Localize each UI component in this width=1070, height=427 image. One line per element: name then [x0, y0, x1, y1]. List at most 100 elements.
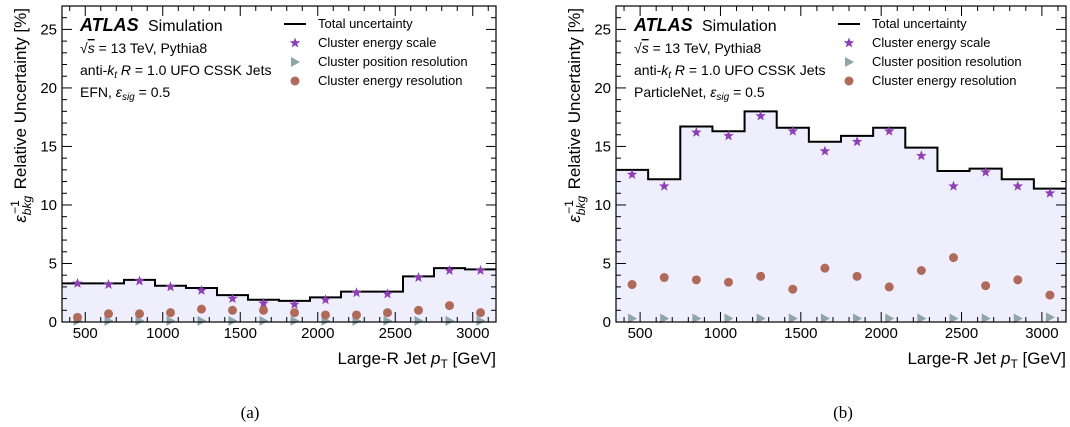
cluster-energy-scale-point — [382, 288, 393, 299]
legend-label: Cluster energy scale — [318, 35, 437, 50]
info-line-jets: anti-kt R = 1.0 UFO CSSK Jets — [80, 62, 271, 81]
x-axis-title: Large-R Jet pT [GeV] — [337, 349, 496, 371]
info-part: R — [671, 62, 685, 78]
panel-b-chart: 500 1000 1500 2000 2500 3000 0 5 10 15 20 25 Large-R… — [562, 5, 1067, 422]
cluster-energy-resolution-point — [166, 308, 175, 318]
cluster-position-resolution-point — [1045, 312, 1055, 323]
info-part: = 0.5 — [729, 84, 765, 100]
x-tick-label: 1500 — [224, 325, 257, 342]
cluster-position-resolution-point — [259, 315, 269, 326]
cluster-position-resolution-point — [917, 313, 927, 324]
info-line-tagger: EFN, εsig = 0.5 — [80, 84, 170, 103]
legend-circle-symbol — [290, 76, 300, 86]
cluster-energy-resolution-point — [290, 308, 299, 318]
info-line-tagger: ParticleNet, εsig = 0.5 — [634, 84, 765, 103]
cluster-energy-scale-point — [883, 125, 895, 136]
y-axis-title-part: bkg — [20, 196, 34, 216]
cluster-energy-resolution-point — [104, 309, 113, 319]
simulation-label: Simulation — [702, 18, 777, 35]
cluster-position-resolution-point — [414, 315, 424, 326]
cluster-energy-scale-point — [320, 294, 331, 305]
cluster-energy-resolution-point — [73, 312, 82, 322]
cluster-energy-scale-point — [475, 265, 486, 275]
cluster-position-resolution-point — [949, 313, 959, 324]
legend-label: Total uncertainty — [872, 16, 967, 31]
uncertainty-band — [616, 111, 1066, 322]
cluster-energy-resolution-point — [228, 305, 237, 315]
x-tick-label: 1500 — [784, 325, 817, 342]
cluster-position-resolution-point — [476, 315, 486, 326]
y-axis-title-part: Relative Uncertainty [%] — [565, 8, 584, 194]
cluster-energy-resolution-point — [197, 304, 206, 314]
info-part: EFN, — [80, 84, 116, 100]
x-tick-label: 500 — [73, 325, 98, 342]
panel-caption: (b) — [833, 403, 853, 422]
info-part: ε — [710, 84, 717, 100]
y-tick-label: 10 — [594, 197, 611, 214]
info-part: s — [88, 40, 95, 56]
legend-triangle-symbol — [845, 57, 854, 67]
cluster-position-resolution-point — [788, 313, 798, 324]
y-axis-title-part: −1 — [562, 200, 576, 214]
legend-star-symbol — [843, 37, 855, 48]
cluster-energy-resolution-point — [691, 275, 701, 285]
legend-star-symbol — [289, 37, 301, 48]
cluster-position-resolution-point — [756, 313, 766, 324]
info-part: R — [117, 62, 131, 78]
info-part: anti- — [634, 62, 662, 78]
info-part: = 13 TeV, Pythia8 — [95, 40, 208, 56]
x-axis-title-part: [GeV] — [448, 349, 496, 368]
atlas-label: ATLAS — [633, 15, 693, 35]
legend-label: Cluster energy resolution — [318, 73, 463, 88]
y-axis-title: εbkg−1 Relative Uncertainty [%] — [562, 8, 588, 223]
cluster-energy-resolution-point — [352, 310, 361, 320]
cluster-energy-scale-point — [227, 293, 238, 304]
cluster-energy-scale-point — [626, 169, 638, 179]
y-tick-label: 10 — [40, 197, 57, 214]
cluster-energy-scale-point — [351, 287, 362, 298]
cluster-energy-resolution-point — [1013, 275, 1023, 285]
cluster-energy-scale-point — [165, 281, 176, 292]
info-part: = 13 TeV, Pythia8 — [649, 40, 762, 56]
x-tick-label: 500 — [628, 325, 653, 342]
y-tick-label: 15 — [594, 138, 611, 155]
y-axis-title-part: −1 — [8, 200, 22, 214]
y-tick-label: 25 — [40, 21, 57, 38]
atlas-label: ATLAS — [79, 15, 139, 35]
y-tick-label: 5 — [49, 255, 57, 272]
cluster-energy-scale-point — [289, 298, 300, 309]
cluster-position-resolution-point — [885, 313, 895, 324]
cluster-position-resolution-point — [290, 315, 300, 326]
cluster-energy-scale-point — [413, 272, 424, 282]
legend-circle-symbol — [844, 76, 854, 86]
legend-triangle-symbol — [291, 57, 300, 67]
cluster-energy-resolution-point — [852, 271, 862, 281]
cluster-position-resolution-point — [104, 315, 114, 326]
cluster-energy-resolution-point — [916, 266, 926, 276]
panel-a-chart: 500 1000 1500 2000 2500 3000 0 5 10 15 20 25 Large-R… — [8, 5, 497, 422]
x-tick-label: 3000 — [1025, 325, 1058, 342]
info-part: = 0.5 — [135, 84, 171, 100]
legend-label: Cluster position resolution — [318, 54, 468, 69]
x-tick-label: 3000 — [456, 325, 489, 342]
x-axis-title-part: Large-R Jet — [337, 349, 431, 368]
y-axis-title: εbkg−1 Relative Uncertainty [%] — [8, 8, 34, 223]
plot-frame — [615, 5, 1067, 323]
info-line-jets: anti-kt R = 1.0 UFO CSSK Jets — [634, 62, 825, 81]
total-uncertainty-line — [62, 267, 496, 302]
y-tick-label: 5 — [603, 255, 611, 272]
cluster-position-resolution-point — [981, 313, 991, 324]
cluster-energy-scale-point — [787, 125, 799, 136]
cluster-energy-resolution-point — [383, 308, 392, 318]
cluster-position-resolution-point — [692, 313, 702, 324]
x-tick-label: 1000 — [146, 325, 179, 342]
x-axis-title: Large-R Jet pT [GeV] — [907, 349, 1066, 371]
cluster-energy-scale-point — [72, 277, 83, 288]
cluster-energy-scale-point — [916, 150, 927, 161]
info-part: t — [114, 70, 118, 81]
info-line-energy: √s = 13 TeV, Pythia8 — [80, 40, 207, 56]
info-part: ParticleNet, — [634, 84, 710, 100]
info-part: ε — [116, 84, 123, 100]
cluster-energy-resolution-point — [756, 271, 766, 281]
